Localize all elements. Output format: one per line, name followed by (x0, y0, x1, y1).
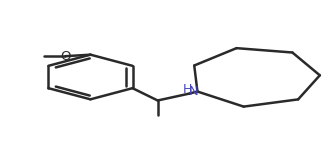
Text: H: H (183, 83, 193, 96)
Text: O: O (60, 50, 71, 63)
Text: N: N (189, 85, 198, 98)
